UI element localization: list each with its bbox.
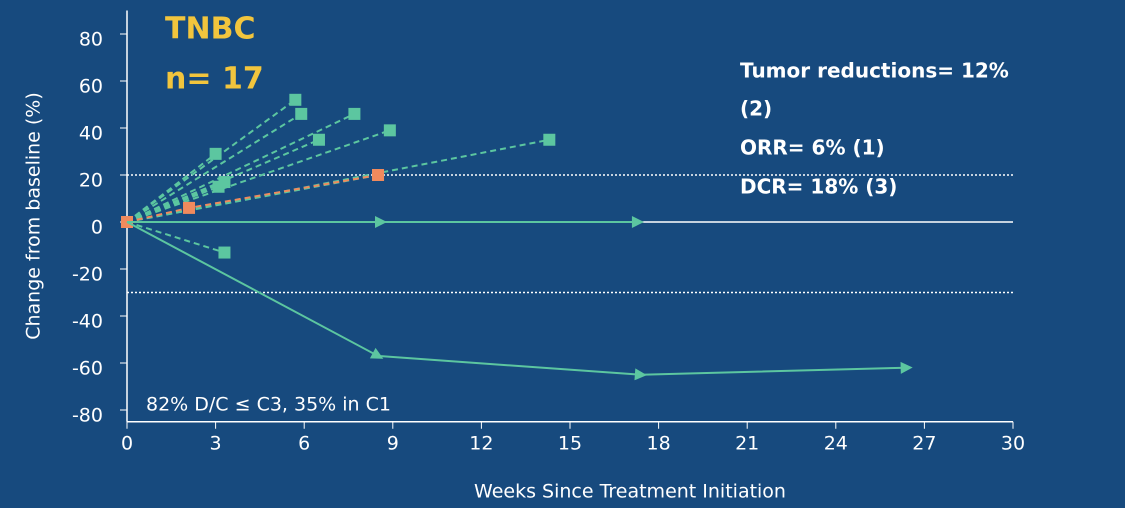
x-tick-label: 15: [558, 432, 582, 454]
marker: [289, 93, 302, 106]
x-tick-label: 9: [387, 432, 399, 454]
marker: [348, 107, 361, 120]
series-line: [126, 181, 225, 223]
arrow-marker: [374, 216, 387, 228]
marker: [209, 147, 222, 160]
y-tick-label: 80: [79, 29, 103, 51]
marker: [312, 133, 325, 146]
y-tick-label: -60: [72, 358, 103, 380]
x-tick-label: 12: [469, 432, 493, 454]
x-tick-label: 21: [735, 432, 759, 454]
x-tick-label: 30: [1001, 432, 1025, 454]
y-tick-label: 0: [91, 217, 103, 239]
y-tick-label: 20: [79, 170, 103, 192]
marker: [372, 169, 385, 181]
marker: [383, 124, 396, 137]
annotation: (2): [740, 97, 772, 121]
x-tick-label: 6: [298, 432, 310, 454]
series-line: [126, 185, 219, 223]
arrow-marker: [369, 347, 384, 359]
series-line: [126, 113, 302, 223]
x-tick-label: 24: [824, 432, 848, 454]
x-tick-label: 0: [121, 432, 133, 454]
x-tick-label: 18: [647, 432, 671, 454]
annotation: Tumor reductions= 12%: [740, 59, 1009, 83]
marker: [183, 201, 196, 214]
series-line: [126, 112, 355, 223]
chart-subtitle: n= 17: [165, 62, 264, 97]
y-tick-label: -20: [72, 264, 103, 286]
y-axis-label: Change from baseline (%): [23, 92, 45, 340]
chart-title: TNBC: [165, 12, 255, 47]
series-line: [126, 221, 907, 376]
arrow-marker: [900, 361, 913, 374]
marker: [212, 180, 225, 193]
series-line: [126, 153, 217, 223]
marker: [218, 246, 231, 259]
x-tick-label: 3: [210, 432, 222, 454]
y-tick-label: 60: [79, 76, 103, 98]
series-line: [126, 221, 225, 254]
x-tick-label: 27: [912, 432, 936, 454]
arrow-marker: [631, 216, 644, 228]
marker: [543, 133, 556, 146]
annotation: ORR= 6% (1): [740, 136, 885, 160]
y-tick-label: -80: [72, 405, 103, 427]
arrow-marker: [634, 368, 647, 381]
footnote: 82% D/C ≤ C3, 35% in C1: [146, 394, 391, 416]
marker: [295, 107, 308, 120]
annotation: DCR= 18% (3): [740, 175, 897, 199]
x-axis-label: Weeks Since Treatment Initiation: [474, 481, 786, 503]
y-tick-label: -40: [72, 311, 103, 333]
series-line: [126, 129, 391, 223]
y-tick-label: 40: [79, 123, 103, 145]
